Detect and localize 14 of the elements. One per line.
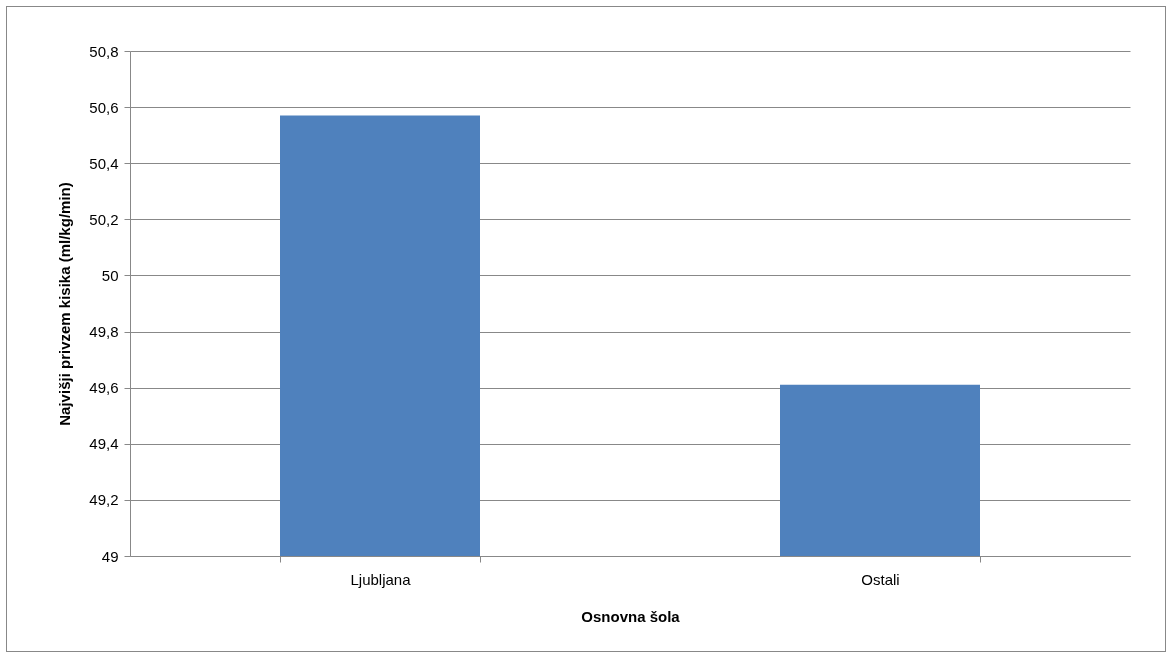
y-tick-label: 50,8 bbox=[89, 42, 119, 60]
x-tick-label: Ljubljana bbox=[350, 570, 412, 588]
y-tick-label: 50,4 bbox=[89, 154, 119, 172]
y-tick-label: 49 bbox=[101, 547, 119, 565]
y-tick-label: 49,8 bbox=[89, 323, 119, 341]
y-tick-label: 49,6 bbox=[89, 379, 119, 397]
x-axis-title: Osnovna šola bbox=[581, 607, 681, 625]
y-tick-label: 49,4 bbox=[89, 435, 119, 453]
y-tick-label: 49,2 bbox=[89, 491, 119, 509]
y-tick-label: 50,6 bbox=[89, 98, 119, 116]
y-tick-label: 50,2 bbox=[89, 210, 119, 228]
x-tick-label: Ostali bbox=[861, 570, 900, 588]
y-tick-label: 50 bbox=[101, 266, 119, 284]
y-axis-title: Najvišji privzem kisika (ml/kg/min) bbox=[56, 182, 74, 426]
